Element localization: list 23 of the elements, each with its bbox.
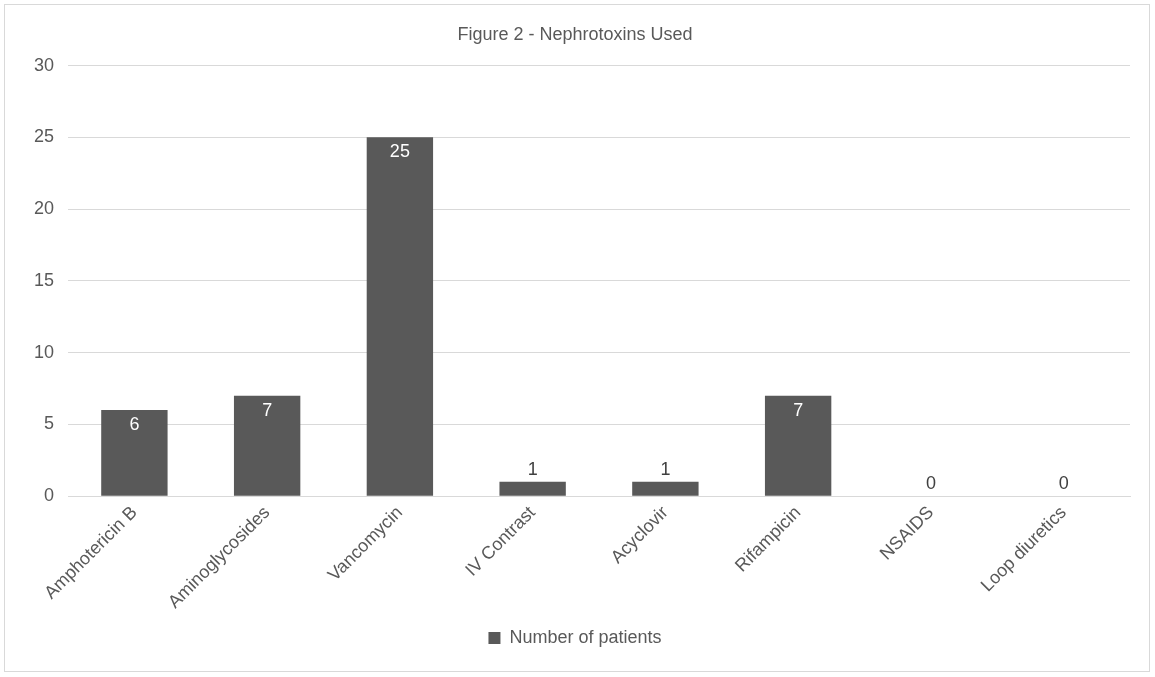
legend-label: Number of patients [509,626,662,647]
bar [233,395,301,496]
y-tick-label: 30 [33,54,55,75]
data-label: 1 [527,458,538,479]
y-tick-label: 20 [33,198,55,219]
data-label: 6 [129,414,140,435]
data-label: 7 [793,399,804,420]
data-label: 0 [925,473,936,494]
y-tick-label: 0 [44,485,55,506]
bar [499,481,566,496]
bar [764,395,832,496]
bar [366,137,434,496]
data-label: 7 [262,399,273,420]
y-tick-label: 5 [44,413,55,434]
bar [632,481,699,496]
data-label: 0 [1058,473,1069,494]
y-tick-label: 15 [33,269,55,290]
y-tick-label: 10 [33,341,55,362]
data-label: 1 [660,458,671,479]
y-tick-label: 25 [33,126,55,147]
chart-title: Figure 2 - Nephrotoxins Used [457,23,693,44]
data-label: 25 [389,141,410,162]
bar [101,410,168,496]
